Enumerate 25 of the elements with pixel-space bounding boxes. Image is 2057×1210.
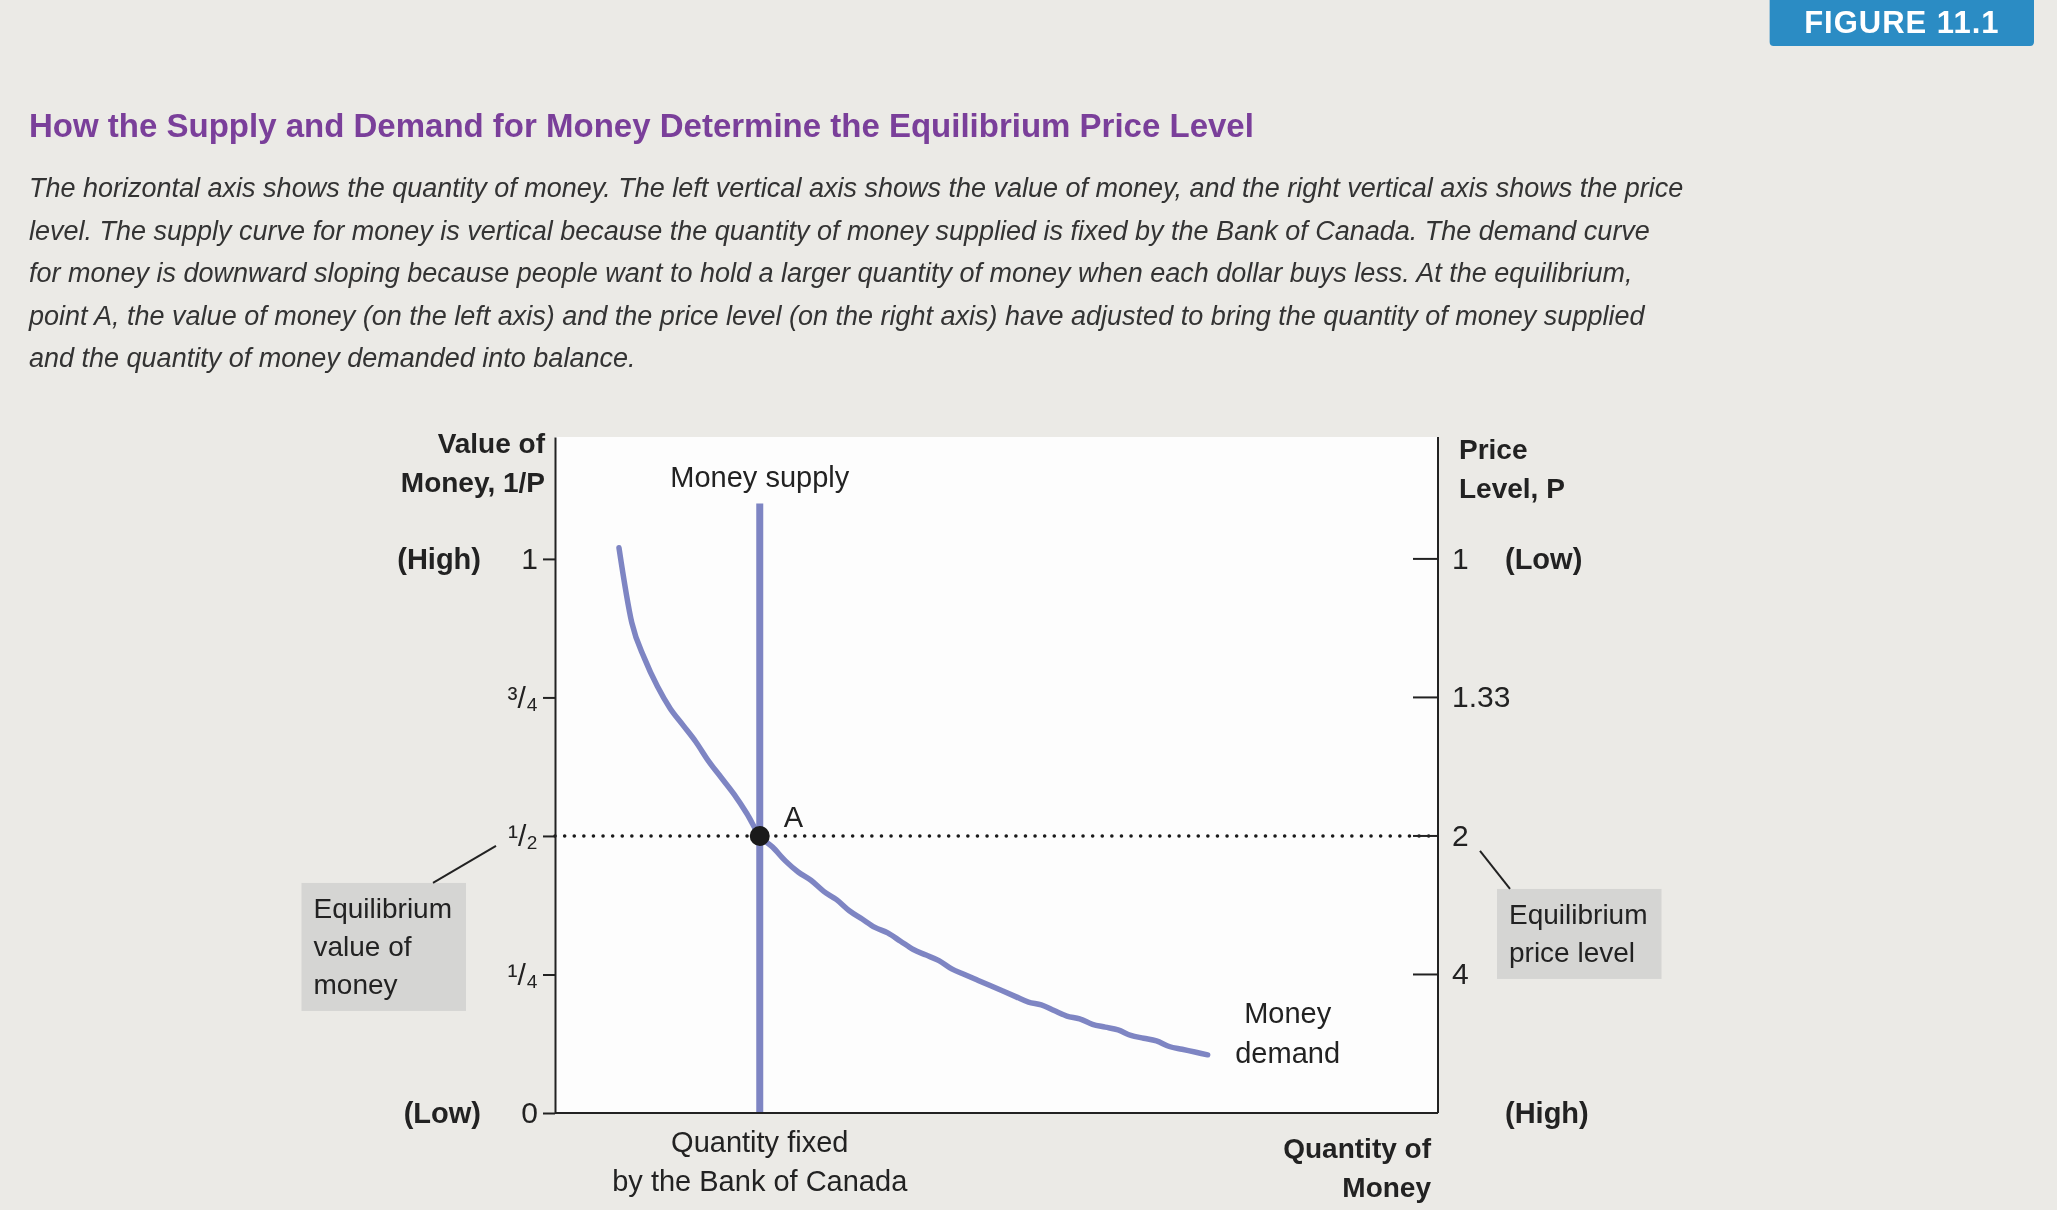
text: (Low): [1505, 542, 1583, 575]
text: (High): [397, 542, 481, 575]
annotation: A: [783, 800, 804, 833]
y-tick-label: 0: [521, 1096, 538, 1130]
chart-title: How the Supply and Demand for Money Determine the Equilibrium Price Level: [29, 107, 1254, 144]
text: 4: [1452, 957, 1469, 991]
chart-subtitle: The horizontal axis shows the quantity of money. The left vertical axis shows the value of money, and the right vertical axis shows the price level. The supply curve for money is vertical because the quantity of money supplied is fixed by the Bank of Canada. The demand curve for money is downward sloping because people want to hold a larger quantity of money when each dollar buys less. At the equilibrium, point A, the value of money (on the left axis) and the price level (on the right axis) have adjusted to bring the quantity of money supplied and the quantity of money demanded into balance.: [28, 173, 1684, 373]
caption: FIGURE 11.1: [1804, 5, 2000, 40]
y-tick-label: ¹/₂: [508, 819, 538, 853]
text: 1: [1452, 541, 1469, 575]
series-label: Money supply: [670, 461, 850, 494]
x-axis-title: Quantity of Money: [1283, 1133, 1432, 1203]
y-axis-title: Value of Money, 1/P: [400, 428, 546, 498]
text: 1.33: [1452, 680, 1511, 714]
y-tick-label: ¹/₄: [507, 957, 538, 991]
text: Equilibrium price level: [1509, 898, 1648, 968]
text: 2: [1452, 818, 1469, 852]
text: Equilibrium value of money: [313, 892, 452, 1000]
y-tick-label: 1: [521, 542, 538, 575]
y2-axis-title: Price Level, P: [1459, 434, 1565, 504]
series-label: Money demand: [1235, 996, 1341, 1069]
y-tick-label: ³/₄: [507, 680, 538, 714]
x-tick-label: Quantity fixed by the Bank of Canada: [612, 1126, 909, 1197]
text: (Low): [403, 1097, 481, 1129]
text: (High): [1505, 1097, 1589, 1129]
